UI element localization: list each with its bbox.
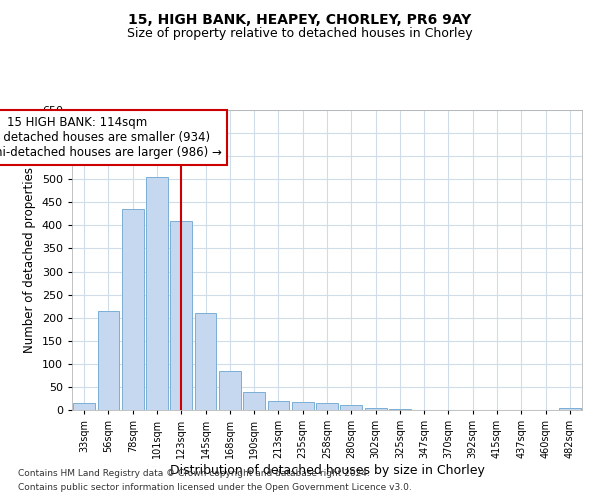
Text: Contains HM Land Registry data © Crown copyright and database right 2024.: Contains HM Land Registry data © Crown c…	[18, 468, 370, 477]
Bar	[146, 177, 168, 410]
Bar	[194, 313, 217, 410]
Bar	[219, 371, 241, 410]
Text: Size of property relative to detached houses in Chorley: Size of property relative to detached ho…	[127, 28, 473, 40]
Bar	[292, 402, 314, 410]
Bar	[316, 403, 338, 410]
Bar	[559, 408, 581, 410]
Text: 15, HIGH BANK, HEAPEY, CHORLEY, PR6 9AY: 15, HIGH BANK, HEAPEY, CHORLEY, PR6 9AY	[128, 12, 472, 26]
Bar	[243, 392, 265, 410]
Bar	[73, 403, 95, 410]
Y-axis label: Number of detached properties: Number of detached properties	[23, 167, 36, 353]
Bar	[389, 409, 411, 410]
Bar	[365, 408, 386, 410]
Bar	[170, 221, 192, 410]
Text: Contains public sector information licensed under the Open Government Licence v3: Contains public sector information licen…	[18, 484, 412, 492]
Bar	[268, 401, 289, 410]
X-axis label: Distribution of detached houses by size in Chorley: Distribution of detached houses by size …	[170, 464, 484, 477]
Bar	[340, 406, 362, 410]
Text: 15 HIGH BANK: 114sqm
← 48% of detached houses are smaller (934)
50% of semi-deta: 15 HIGH BANK: 114sqm ← 48% of detached h…	[0, 116, 221, 159]
Bar	[97, 311, 119, 410]
Bar	[122, 209, 143, 410]
